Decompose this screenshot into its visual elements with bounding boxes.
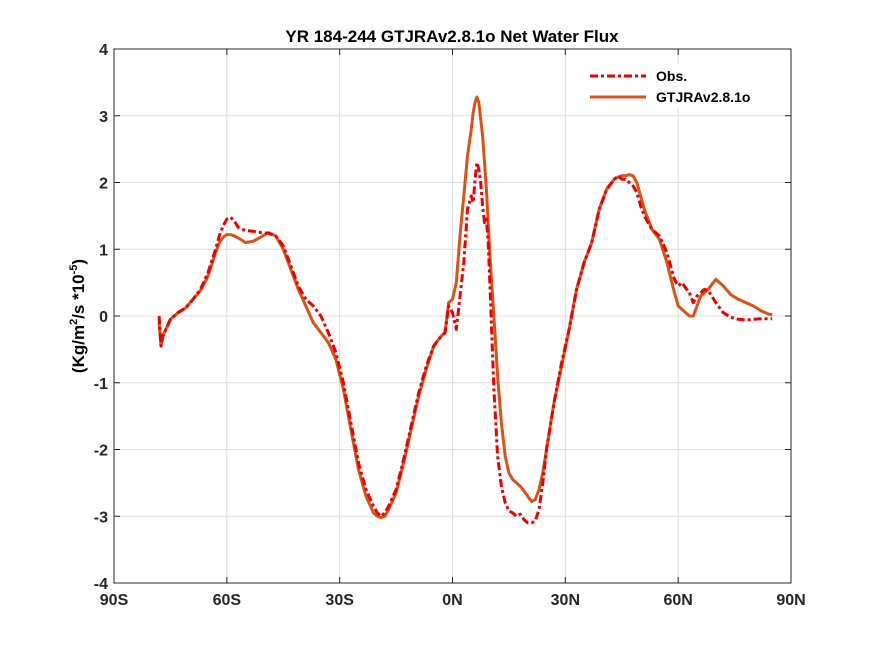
y-tick-label: 2 — [99, 176, 108, 193]
y-tick-label: -3 — [94, 509, 108, 526]
y-tick-label: -4 — [94, 576, 108, 593]
ylabel-part-1: (Kg/m — [69, 325, 88, 373]
series-layer — [157, 95, 773, 525]
ylabel-part-3: /s *10 — [69, 274, 88, 318]
x-tick-label: 30S — [325, 592, 354, 609]
y-tick-label: -2 — [94, 443, 108, 460]
ylabel-sup-2: 2 — [68, 319, 80, 325]
y-tick-label: 0 — [99, 309, 108, 326]
x-tick-label: 60S — [213, 592, 242, 609]
ylabel-sup-4: -5 — [68, 265, 80, 275]
y-tick-label: 4 — [99, 42, 108, 59]
legend-label-gtjra: GTJRAv2.8.1o — [656, 89, 750, 105]
tick-labels: 90S 60S 30S 0N 30N 60N 90N -4 -3 -2 -1 0 1 2 3 4 — [94, 42, 806, 609]
x-tick-label: 0N — [442, 592, 462, 609]
x-tick-label: 30N — [551, 592, 580, 609]
x-tick-label: 90N — [776, 592, 805, 609]
y-tick-label: 3 — [99, 109, 108, 126]
chart-title: YR 184-244 GTJRAv2.8.1o Net Water Flux — [285, 27, 619, 46]
x-tick-label: 60N — [663, 592, 692, 609]
y-tick-label: -1 — [94, 376, 108, 393]
legend-box — [585, 64, 780, 108]
y-tick-label: 1 — [99, 242, 108, 259]
legend: Obs. GTJRAv2.8.1o — [585, 64, 780, 108]
series-line-obs — [157, 161, 773, 525]
y-axis-label: (Kg/m2/s *10-5) — [68, 259, 88, 373]
x-tick-label: 90S — [100, 592, 129, 609]
legend-label-obs: Obs. — [656, 68, 687, 84]
ticks — [113, 48, 792, 584]
ylabel-part-5: ) — [69, 259, 88, 265]
